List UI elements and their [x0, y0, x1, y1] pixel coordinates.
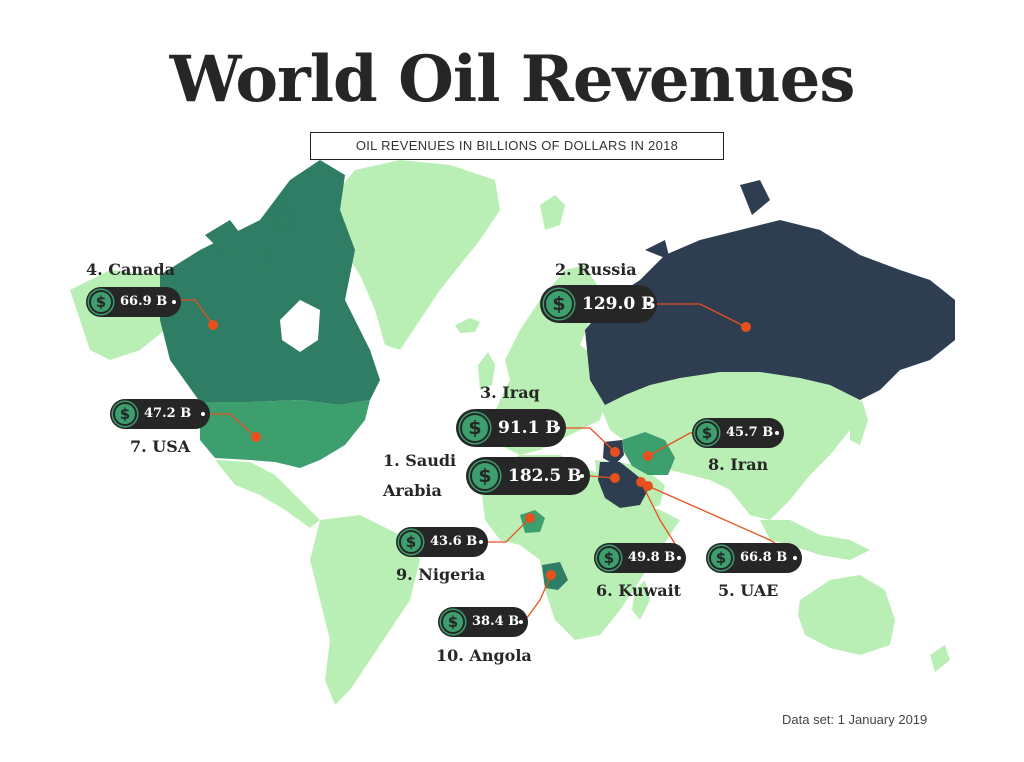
value-saudi-arabia: 182.5 B	[508, 466, 582, 486]
dollar-coin-icon: $	[470, 461, 500, 491]
label-angola: 10. Angola	[436, 646, 532, 665]
label-saudi-arabia-line1: 1. Saudi	[383, 451, 457, 470]
value-pill-russia: $ 129.0 B	[540, 285, 657, 323]
canada-shape	[160, 160, 380, 405]
se-asia	[760, 520, 870, 560]
dollar-coin-icon: $	[460, 413, 490, 443]
svalbard	[540, 195, 565, 230]
value-iran: 45.7 B	[726, 425, 774, 440]
value-pill-iraq: $ 91.1 B	[456, 409, 566, 447]
saudi-arabia-shape	[598, 462, 648, 508]
value-canada: 66.9 B	[120, 294, 168, 309]
dollar-coin-icon: $	[709, 546, 733, 570]
label-saudi-arabia-line2: Arabia	[383, 481, 442, 500]
label-russia: 2. Russia	[555, 260, 637, 279]
new-zealand	[930, 645, 950, 672]
value-pill-uae: $ 66.8 B	[706, 543, 802, 573]
label-usa: 7. USA	[130, 437, 191, 456]
hudson-bay	[280, 300, 320, 352]
dollar-coin-icon: $	[597, 546, 621, 570]
label-uae: 5. UAE	[718, 581, 779, 600]
australia	[798, 575, 895, 655]
madagascar	[632, 580, 650, 620]
dollar-coin-icon: $	[113, 402, 137, 426]
value-iraq: 91.1 B	[498, 418, 560, 438]
value-uae: 66.8 B	[740, 550, 788, 565]
value-russia: 129.0 B	[582, 294, 656, 314]
value-pill-canada: $ 66.9 B	[86, 287, 181, 317]
label-iraq: 3. Iraq	[480, 383, 540, 402]
iceland	[455, 318, 480, 333]
greenland	[330, 160, 500, 350]
callout-dots	[208, 320, 751, 580]
value-kuwait: 49.8 B	[628, 550, 676, 565]
value-angola: 38.4 B	[472, 614, 520, 629]
value-usa: 47.2 B	[144, 406, 192, 421]
canada-islands	[205, 205, 295, 272]
value-pill-angola: $ 38.4 B	[438, 607, 528, 637]
russia-shape	[585, 220, 955, 405]
label-canada: 4. Canada	[86, 260, 175, 279]
value-pill-kuwait: $ 49.8 B	[594, 543, 686, 573]
value-pill-usa: $ 47.2 B	[110, 399, 210, 429]
value-pill-iran: $ 45.7 B	[692, 418, 784, 448]
south-america	[310, 515, 420, 705]
footnote: Data set: 1 January 2019	[782, 712, 928, 727]
value-pill-saudi-arabia: $ 182.5 B	[466, 457, 590, 495]
russia-arctic-islands	[645, 180, 770, 260]
dollar-coin-icon: $	[399, 530, 423, 554]
value-pill-nigeria: $ 43.6 B	[396, 527, 488, 557]
label-kuwait: 6. Kuwait	[596, 581, 682, 600]
japan	[850, 400, 868, 445]
subtitle-box: OIL REVENUES IN BILLIONS OF DOLLARS IN 2…	[310, 132, 724, 160]
label-nigeria: 9. Nigeria	[396, 565, 486, 584]
value-nigeria: 43.6 B	[430, 534, 478, 549]
central-america	[215, 460, 320, 528]
dollar-coin-icon: $	[441, 610, 465, 634]
dollar-coin-icon: $	[544, 289, 574, 319]
label-iran: 8. Iran	[708, 455, 769, 474]
dollar-coin-icon: $	[89, 290, 113, 314]
uk	[478, 352, 495, 390]
usa-shape	[200, 400, 370, 468]
page-title: World Oil Revenues	[169, 42, 856, 117]
dollar-coin-icon: $	[695, 421, 719, 445]
